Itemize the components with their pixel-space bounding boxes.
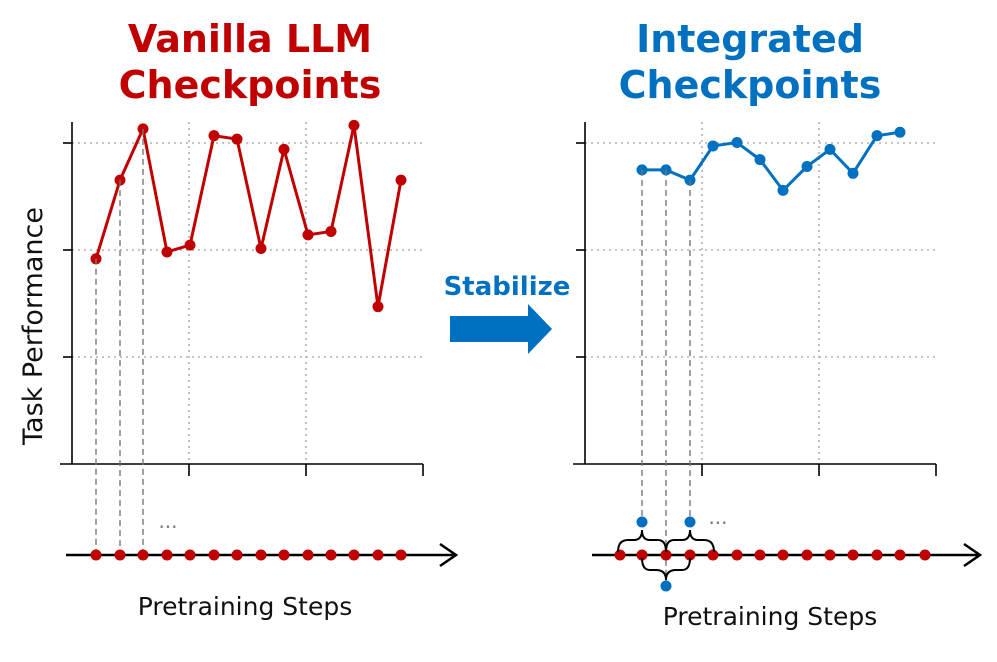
right-performance-point [871, 130, 883, 142]
left-step-dot [137, 549, 149, 561]
right-performance-point [894, 126, 906, 138]
left-performance-point [161, 246, 173, 258]
right-step-dot [894, 549, 906, 561]
left-title-line1: Vanilla LLM [127, 17, 373, 61]
right-step-dot [636, 549, 648, 561]
left-step-dot [208, 549, 220, 561]
right-step-dot [824, 549, 836, 561]
right-title: Integrated Checkpoints [560, 16, 940, 108]
left-step-dot [395, 549, 407, 561]
left-x-axis-label: Pretraining Steps [137, 592, 353, 621]
right-brace-top-1 [617, 529, 667, 553]
right-title-line2: Checkpoints [618, 63, 882, 107]
right-step-dot [614, 549, 626, 561]
right-brace-top-2 [665, 529, 715, 553]
right-performance-point [801, 160, 813, 172]
right-title-line1: Integrated [636, 17, 864, 61]
left-ellipsis: ... [158, 509, 177, 533]
right-merged-checkpoint-dot [684, 516, 696, 528]
right-performance-point [707, 140, 719, 152]
stabilize-arrow-shape [450, 304, 552, 354]
left-performance-point [255, 243, 267, 255]
left-performance-point [325, 225, 337, 237]
left-step-dot [231, 549, 243, 561]
left-chart [60, 119, 424, 476]
right-merged-checkpoint-dot [660, 580, 672, 592]
right-brace-bottom [641, 557, 691, 581]
right-x-axis-label: Pretraining Steps [662, 602, 878, 631]
right-step-dot [801, 549, 813, 561]
right-performance-line [642, 130, 901, 192]
right-step-dot [707, 549, 719, 561]
left-performance-point [278, 143, 290, 155]
right-step-dot [847, 549, 859, 561]
right-step-dot [919, 549, 931, 561]
right-step-dot [660, 549, 672, 561]
right-step-dot [754, 549, 766, 561]
right-performance-point [847, 167, 859, 179]
right-merged-checkpoint-dot [636, 516, 648, 528]
left-performance-line [94, 123, 403, 309]
left-performance-point [208, 130, 220, 142]
left-step-dot [90, 549, 102, 561]
right-chart [573, 122, 937, 476]
left-step-dot [255, 549, 267, 561]
left-step-dot [184, 549, 196, 561]
right-ellipsis: ... [708, 505, 727, 529]
left-step-dot [114, 549, 126, 561]
left-performance-point [395, 174, 407, 186]
left-title-line2: Checkpoints [118, 63, 382, 107]
left-performance-point [372, 301, 384, 313]
right-performance-point [754, 154, 766, 166]
left-performance-point [348, 119, 360, 131]
right-step-dot [777, 549, 789, 561]
right-performance-point [731, 137, 743, 149]
left-performance-point [231, 133, 243, 145]
right-step-dot [731, 549, 743, 561]
stabilize-arrow [450, 304, 552, 354]
left-step-dot [278, 549, 290, 561]
right-step-dot [871, 549, 883, 561]
left-performance-point [302, 229, 314, 241]
left-step-dot [161, 549, 173, 561]
left-step-dot [325, 549, 337, 561]
right-performance-point [777, 184, 789, 196]
stabilize-label: Stabilize [443, 272, 571, 302]
right-step-dot [684, 549, 696, 561]
left-performance-point [184, 239, 196, 251]
left-step-dot [302, 549, 314, 561]
right-timeline [592, 169, 983, 592]
left-timeline [66, 128, 459, 568]
left-title: Vanilla LLM Checkpoints [60, 16, 440, 108]
right-step-axis-arrowhead [963, 542, 983, 568]
left-step-axis-arrowhead [439, 542, 459, 568]
left-step-dot [348, 549, 360, 561]
left-step-dot [372, 549, 384, 561]
right-performance-point [824, 143, 836, 155]
